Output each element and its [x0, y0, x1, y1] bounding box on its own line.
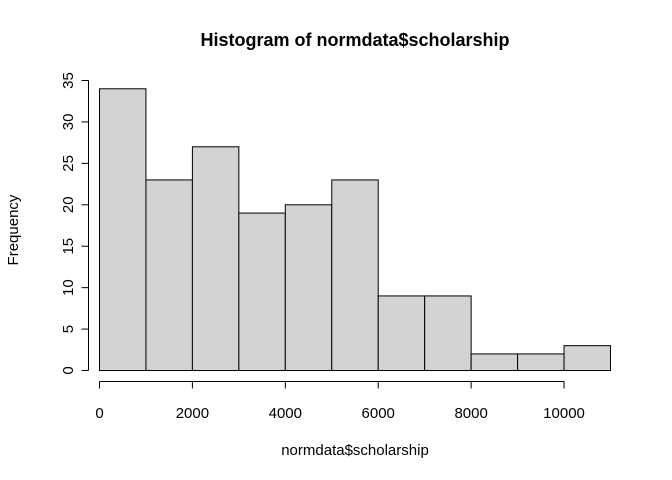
x-tick-label: 4000 [269, 405, 302, 422]
x-axis: 0 2000 4000 6000 8000 10000 [95, 381, 585, 422]
y-axis: 0 5 10 15 20 25 30 35 [60, 72, 89, 375]
x-tick-label: 10000 [543, 405, 585, 422]
x-tick-label: 0 [95, 405, 103, 422]
chart-title: Histogram of normdata$scholarship [200, 30, 509, 50]
histogram-bar-1 [145, 179, 193, 371]
histogram-bar-3 [238, 212, 286, 371]
histogram-bar-9 [517, 353, 565, 371]
x-tick-label: 6000 [362, 405, 395, 422]
x-axis-title: normdata$scholarship [281, 442, 429, 459]
histogram-bar-0 [99, 88, 147, 372]
histogram-bar-6 [377, 295, 426, 371]
histogram-bar-10 [563, 345, 612, 371]
y-tick-label: 20 [60, 196, 77, 213]
y-axis-title: Frequency [5, 194, 22, 265]
histogram-bar-5 [331, 179, 379, 371]
y-tick-label: 10 [60, 279, 77, 296]
bars-group [99, 88, 612, 372]
x-tick-label: 2000 [176, 405, 209, 422]
histogram-bar-4 [284, 204, 333, 371]
y-tick-label: 15 [60, 238, 77, 255]
y-tick-label: 35 [60, 72, 77, 89]
y-tick-label: 30 [60, 114, 77, 131]
y-tick-label: 0 [60, 366, 77, 374]
histogram-bar-2 [191, 146, 240, 371]
y-tick-label: 25 [60, 155, 77, 172]
histogram-bar-7 [424, 295, 472, 371]
x-tick-label: 8000 [454, 405, 487, 422]
histogram-bar-8 [470, 353, 519, 371]
y-tick-label: 5 [60, 325, 77, 333]
